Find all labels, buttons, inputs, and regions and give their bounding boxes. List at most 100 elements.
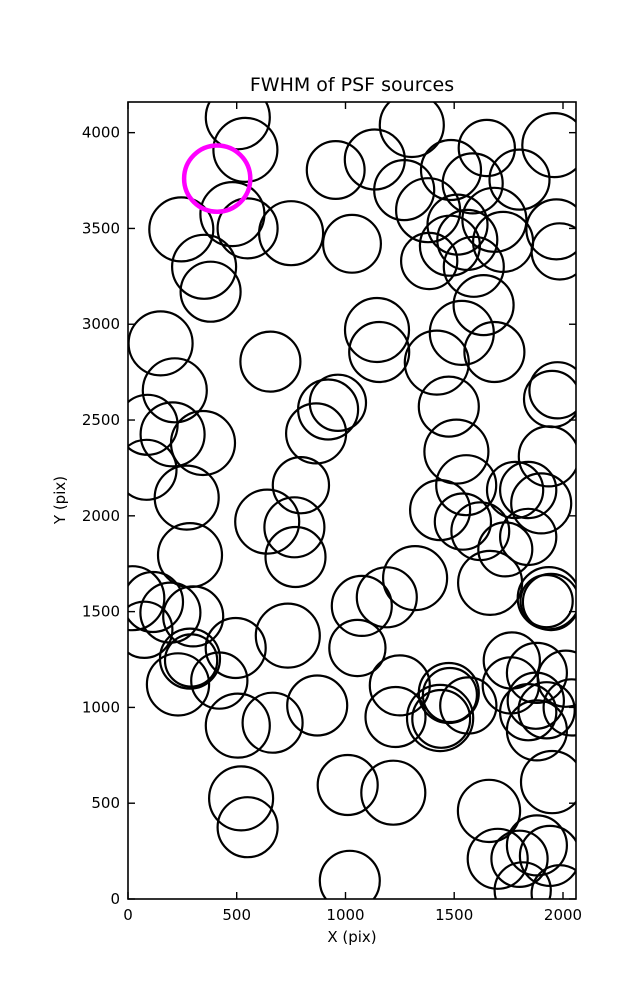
data-point-circle [316, 753, 379, 817]
data-point-circle [171, 233, 238, 300]
data-point-circle [330, 574, 393, 638]
data-point-circle [419, 138, 483, 202]
data-point-circle [409, 479, 472, 542]
data-point-circle [505, 641, 569, 705]
data-point-circle [190, 651, 249, 710]
data-point-circle [204, 692, 271, 759]
data-point-circle [271, 456, 331, 515]
data-point-circle [158, 627, 222, 690]
data-point-circle [169, 409, 237, 477]
data-point-circle [254, 602, 321, 669]
data-point-circle [378, 102, 445, 159]
chart-title: FWHM of PSF sources [249, 74, 455, 96]
data-point-circle [148, 196, 215, 263]
data-point-circle [433, 492, 493, 551]
data-point-circle [285, 402, 348, 465]
data-point-circle [208, 765, 275, 832]
y-tick-label: 3000 [82, 315, 120, 333]
data-point-circle [373, 159, 436, 222]
data-point-circle [439, 676, 498, 735]
y-tick-label: 500 [91, 794, 120, 812]
x-tick-label: 1500 [435, 906, 473, 924]
data-point-circle [457, 549, 524, 617]
data-point-circle [506, 671, 565, 730]
data-point-circle [461, 186, 528, 253]
data-point-circle [517, 425, 576, 488]
data-point-circle [499, 507, 558, 567]
data-point-circle [343, 296, 411, 364]
data-point-circle [179, 260, 242, 323]
data-point-circle [305, 140, 366, 201]
data-point-circle [128, 570, 185, 634]
data-point-circle [466, 827, 529, 890]
data-point-circle [216, 197, 279, 260]
data-point-circle [128, 565, 166, 632]
data-point-circle [128, 438, 178, 501]
data-point-circle [530, 864, 576, 899]
data-point-circle [456, 778, 522, 844]
data-point-circle [505, 699, 569, 762]
y-tick-label: 1000 [82, 698, 120, 716]
data-point-circle [212, 116, 279, 183]
data-point-circle [204, 616, 267, 680]
data-point-circle [499, 460, 558, 520]
x-tick-label: 500 [222, 906, 251, 924]
data-point-circle [128, 393, 179, 456]
data-point-circle [517, 681, 576, 740]
data-point-circle [435, 454, 498, 517]
data-point-circle [360, 759, 427, 826]
data-point-circle [216, 796, 279, 859]
data-point-circle [530, 222, 576, 281]
data-point-circle [258, 200, 325, 267]
y-tick-label: 4000 [82, 124, 120, 142]
data-point-circle [241, 691, 304, 754]
data-point-circle [518, 824, 576, 887]
data-point-circle [418, 214, 481, 277]
data-point-circle [463, 320, 526, 384]
data-point-circle [355, 566, 418, 629]
data-point-circle [156, 521, 224, 589]
data-point-circle [519, 573, 574, 629]
data-point-circle [490, 829, 549, 889]
data-point-circle [521, 572, 576, 632]
data-point-circle [308, 373, 368, 432]
data-point-circle [263, 496, 326, 559]
data-point-circle [234, 488, 301, 555]
data-point-circle [264, 525, 327, 589]
data-point-circle [441, 152, 504, 215]
data-point-circle [452, 274, 515, 337]
data-point-circle [457, 118, 516, 178]
data-point-circle [128, 600, 174, 659]
data-point-circle [421, 666, 478, 724]
data-point-circle [521, 112, 576, 179]
x-tick-label: 0 [123, 906, 133, 924]
data-point-circle [428, 299, 495, 366]
data-point-circle [382, 544, 449, 612]
data-point-circle [239, 330, 302, 393]
data-point-circle [536, 649, 576, 708]
data-point-circle [405, 683, 475, 753]
data-point-circle [348, 320, 411, 384]
y-tick-label: 1500 [82, 603, 120, 621]
data-point-circle [411, 688, 472, 749]
data-point-circle [153, 464, 220, 531]
x-axis-label: X (pix) [327, 928, 377, 946]
data-point-circle [297, 378, 360, 441]
data-point-circle [286, 674, 349, 737]
data-point-circle [528, 361, 576, 420]
data-point-circle [525, 198, 576, 261]
data-point-circle [482, 631, 541, 690]
axes-frame [127, 101, 577, 900]
data-point-circle [442, 235, 505, 298]
highlighted-source-circle [181, 143, 253, 214]
data-point-circle [510, 472, 573, 535]
data-point-circle [417, 375, 480, 438]
data-point-circle [318, 849, 381, 899]
data-point-circle [403, 329, 470, 396]
data-point-circle [322, 213, 383, 274]
x-tick-label: 1000 [326, 906, 364, 924]
x-tick-label: 2000 [544, 906, 582, 924]
data-point-circle [145, 652, 211, 717]
